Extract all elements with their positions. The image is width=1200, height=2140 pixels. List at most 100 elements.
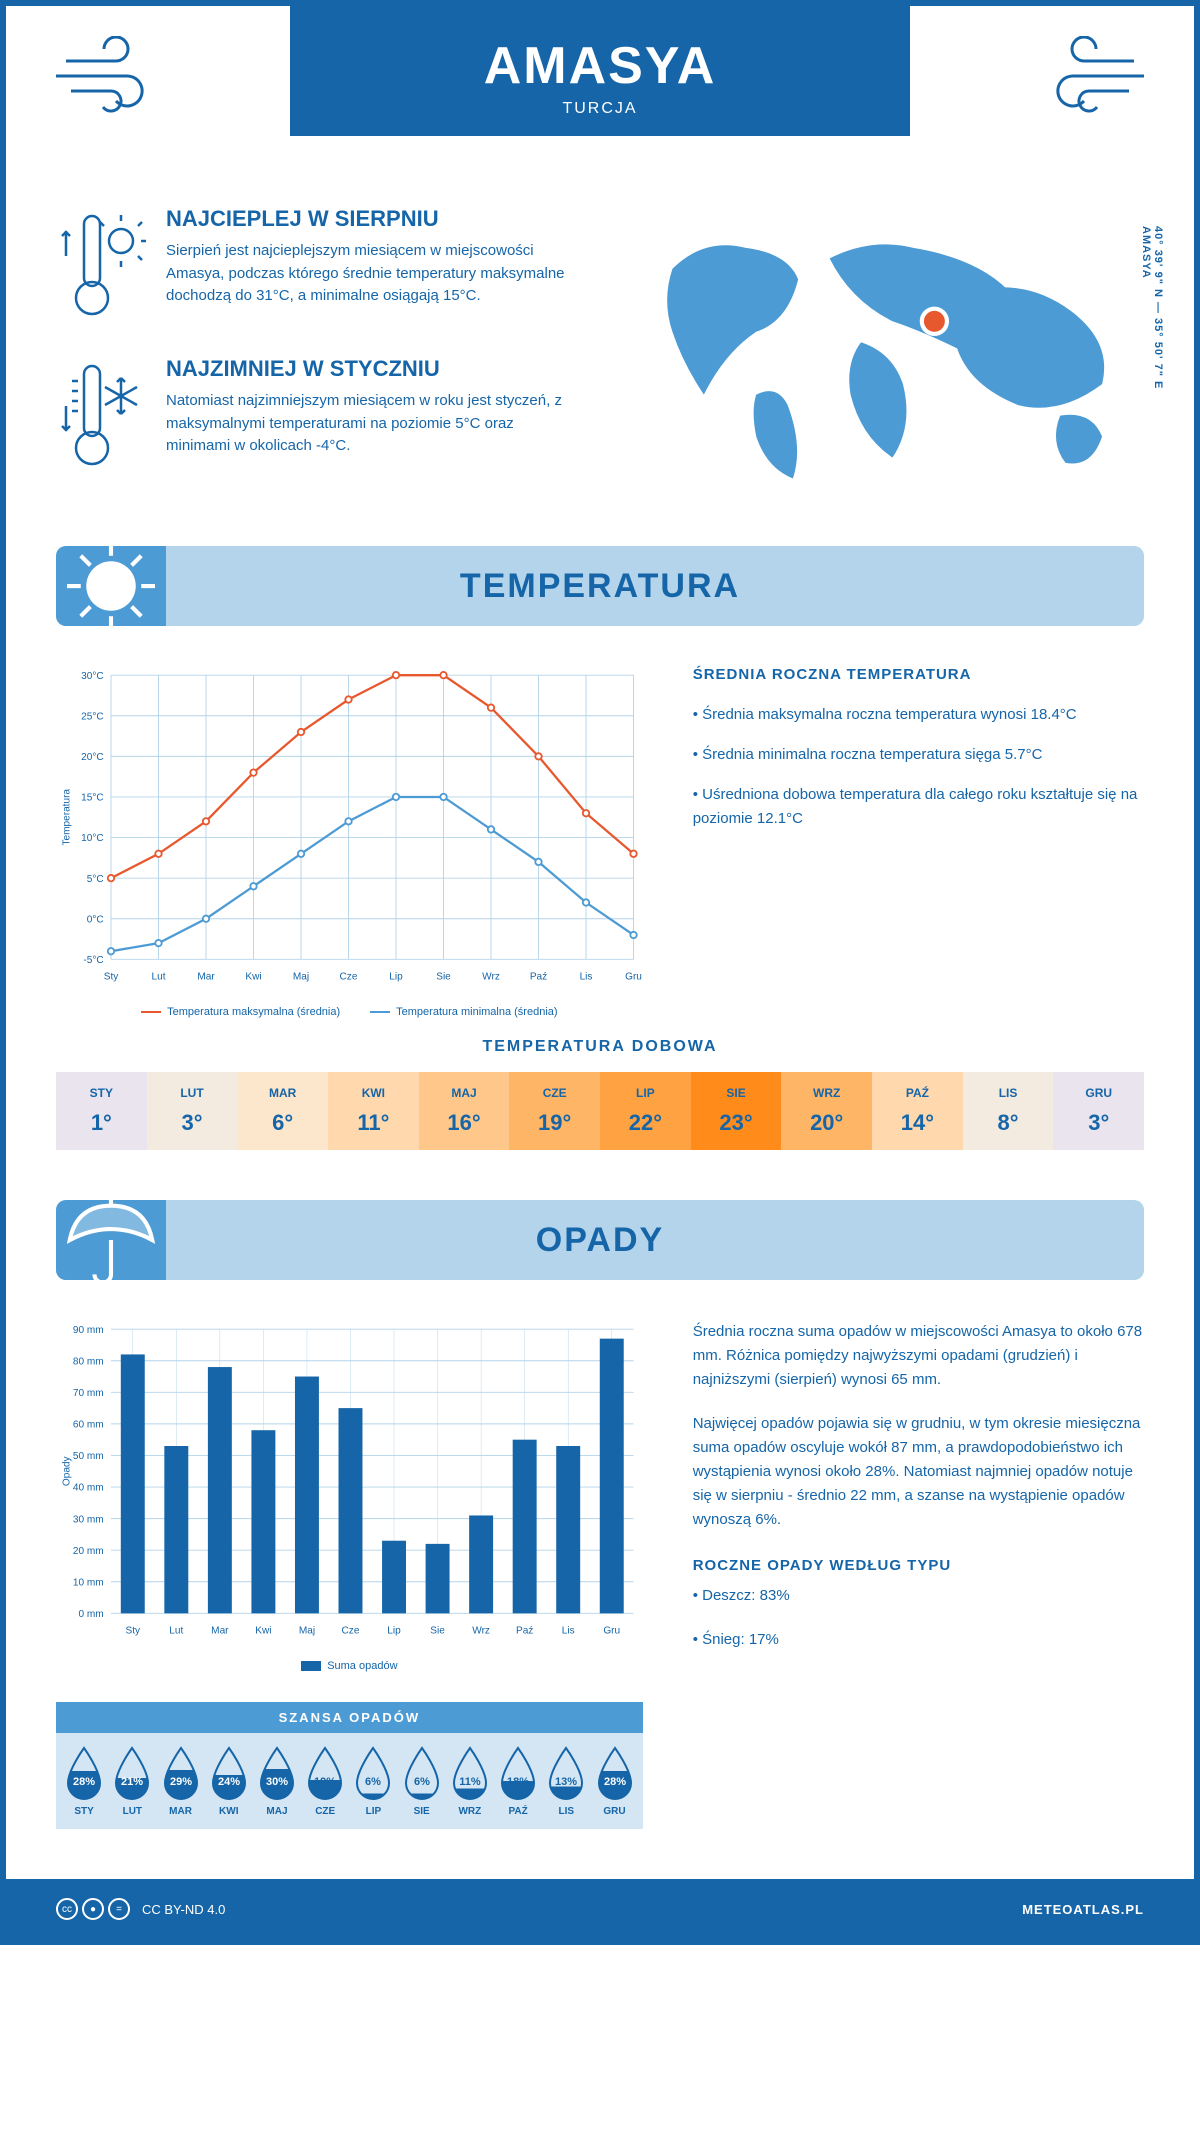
opady-legend: Suma opadów [56,1660,643,1672]
svg-text:Mar: Mar [197,972,215,983]
daily-temp-row: STY1°LUT3°MAR6°KWI11°MAJ16°CZE19°LIP22°S… [56,1072,1144,1150]
svg-text:Sty: Sty [104,972,120,983]
svg-text:24%: 24% [218,1776,240,1788]
daily-temp-title: TEMPERATURA DOBOWA [56,1038,1144,1056]
footer: cc●= CC BY-ND 4.0 METEOATLAS.PL [6,1879,1194,1939]
wind-icon [1034,36,1154,116]
opady-title: OPADY [536,1221,664,1260]
license-text: CC BY-ND 4.0 [142,1902,225,1917]
country-name: TURCJA [290,100,910,118]
opady-type-title: ROCZNE OPADY WEDŁUG TYPU [693,1557,1144,1574]
svg-text:Lis: Lis [562,1626,575,1637]
svg-text:Maj: Maj [299,1626,315,1637]
opady-rain-pct: • Deszcz: 83% [693,1584,1144,1608]
temp-section-header: TEMPERATURA [56,546,1144,626]
umbrella-icon [56,1200,166,1280]
svg-text:70 mm: 70 mm [73,1388,104,1399]
svg-text:Wrz: Wrz [472,1626,490,1637]
svg-text:28%: 28% [604,1776,626,1788]
daily-temp-cell: CZE19° [509,1072,600,1150]
daily-temp-cell: MAR6° [237,1072,328,1150]
svg-text:30%: 30% [266,1776,288,1788]
svg-text:Lis: Lis [580,972,593,983]
daily-temp-cell: LIS8° [963,1072,1054,1150]
rain-drop-cell: 6% LIP [349,1745,397,1817]
daily-temp-cell: KWI11° [328,1072,419,1150]
warmest-text: Sierpień jest najcieplejszym miesiącem w… [166,240,580,308]
svg-text:Opady: Opady [62,1455,73,1486]
svg-text:15°C: 15°C [81,793,104,804]
temp-title: TEMPERATURA [460,567,740,606]
intro-section: NAJCIEPLEJ W SIERPNIU Sierpień jest najc… [6,176,1194,546]
svg-text:Gru: Gru [625,972,642,983]
site-name: METEOATLAS.PL [1022,1902,1144,1917]
header: AMASYA TURCJA [6,6,1194,176]
svg-text:29%: 29% [170,1776,192,1788]
thermometer-snow-icon [56,356,146,476]
city-name: AMASYA [290,36,910,96]
rain-drop-cell: 29% MAR [156,1745,204,1817]
coldest-block: NAJZIMNIEJ W STYCZNIU Natomiast najzimni… [56,356,580,476]
svg-text:Lut: Lut [169,1626,183,1637]
svg-text:0 mm: 0 mm [78,1609,103,1620]
svg-text:Mar: Mar [211,1626,229,1637]
svg-text:30°C: 30°C [81,671,104,682]
daily-temp-cell: GRU3° [1053,1072,1144,1150]
coldest-title: NAJZIMNIEJ W STYCZNIU [166,356,580,382]
opady-section-header: OPADY [56,1200,1144,1280]
svg-text:19%: 19% [314,1776,336,1788]
rain-drop-cell: 24% KWI [205,1745,253,1817]
daily-temp-cell: LIP22° [600,1072,691,1150]
svg-text:Sty: Sty [125,1626,141,1637]
svg-text:Cze: Cze [342,1626,360,1637]
world-map [620,206,1144,499]
svg-text:60 mm: 60 mm [73,1420,104,1431]
temperature-line-chart: -5°C0°C5°C10°C15°C20°C25°C30°CStyLutMarK… [56,666,643,996]
svg-text:0°C: 0°C [87,914,104,925]
cc-icon: cc●= [56,1898,130,1920]
temp-info-item: • Średnia minimalna roczna temperatura s… [693,743,1144,767]
rain-chance-panel: SZANSA OPADÓW 28% STY 21% LUT 29% MAR 24… [56,1702,643,1829]
svg-text:18%: 18% [507,1776,529,1788]
svg-text:Paź: Paź [530,972,547,983]
svg-text:Temperatura: Temperatura [62,789,73,846]
svg-text:80 mm: 80 mm [73,1356,104,1367]
sun-icon [56,546,166,626]
svg-text:-5°C: -5°C [83,955,103,966]
rain-drop-cell: 21% LUT [108,1745,156,1817]
warmest-block: NAJCIEPLEJ W SIERPNIU Sierpień jest najc… [56,206,580,326]
daily-temp-cell: LUT3° [147,1072,238,1150]
temp-info-title: ŚREDNIA ROCZNA TEMPERATURA [693,666,1144,683]
daily-temp-cell: STY1° [56,1072,147,1150]
rain-chance-title: SZANSA OPADÓW [56,1702,643,1733]
daily-temp-cell: PAŹ14° [872,1072,963,1150]
svg-text:5°C: 5°C [87,874,104,885]
svg-text:30 mm: 30 mm [73,1514,104,1525]
svg-text:10 mm: 10 mm [73,1577,104,1588]
daily-temp-cell: WRZ20° [781,1072,872,1150]
rain-drop-cell: 11% WRZ [446,1745,494,1817]
svg-text:28%: 28% [73,1776,95,1788]
svg-text:10°C: 10°C [81,833,104,844]
svg-text:Lut: Lut [151,972,165,983]
svg-text:Maj: Maj [293,972,309,983]
daily-temp-cell: MAJ16° [419,1072,510,1150]
temp-info-item: • Średnia maksymalna roczna temperatura … [693,703,1144,727]
svg-text:6%: 6% [414,1776,430,1788]
svg-text:6%: 6% [365,1776,381,1788]
opady-text-1: Średnia roczna suma opadów w miejscowośc… [693,1320,1144,1392]
thermometer-sun-icon [56,206,146,326]
coordinates: 40° 39' 9" N — 35° 50' 7" E AMASYA [1140,226,1164,389]
svg-text:Cze: Cze [340,972,358,983]
daily-temp-cell: SIE23° [691,1072,782,1150]
title-band: AMASYA TURCJA [290,6,910,136]
svg-text:20°C: 20°C [81,752,104,763]
precipitation-bar-chart: 0 mm10 mm20 mm30 mm40 mm50 mm60 mm70 mm8… [56,1320,643,1650]
svg-text:21%: 21% [121,1776,143,1788]
svg-text:Paź: Paź [516,1626,533,1637]
svg-text:25°C: 25°C [81,711,104,722]
rain-drop-cell: 13% LIS [542,1745,590,1817]
temp-info-item: • Uśredniona dobowa temperatura dla całe… [693,783,1144,831]
coldest-text: Natomiast najzimniejszym miesiącem w rok… [166,390,580,458]
opady-text-2: Najwięcej opadów pojawia się w grudniu, … [693,1412,1144,1532]
